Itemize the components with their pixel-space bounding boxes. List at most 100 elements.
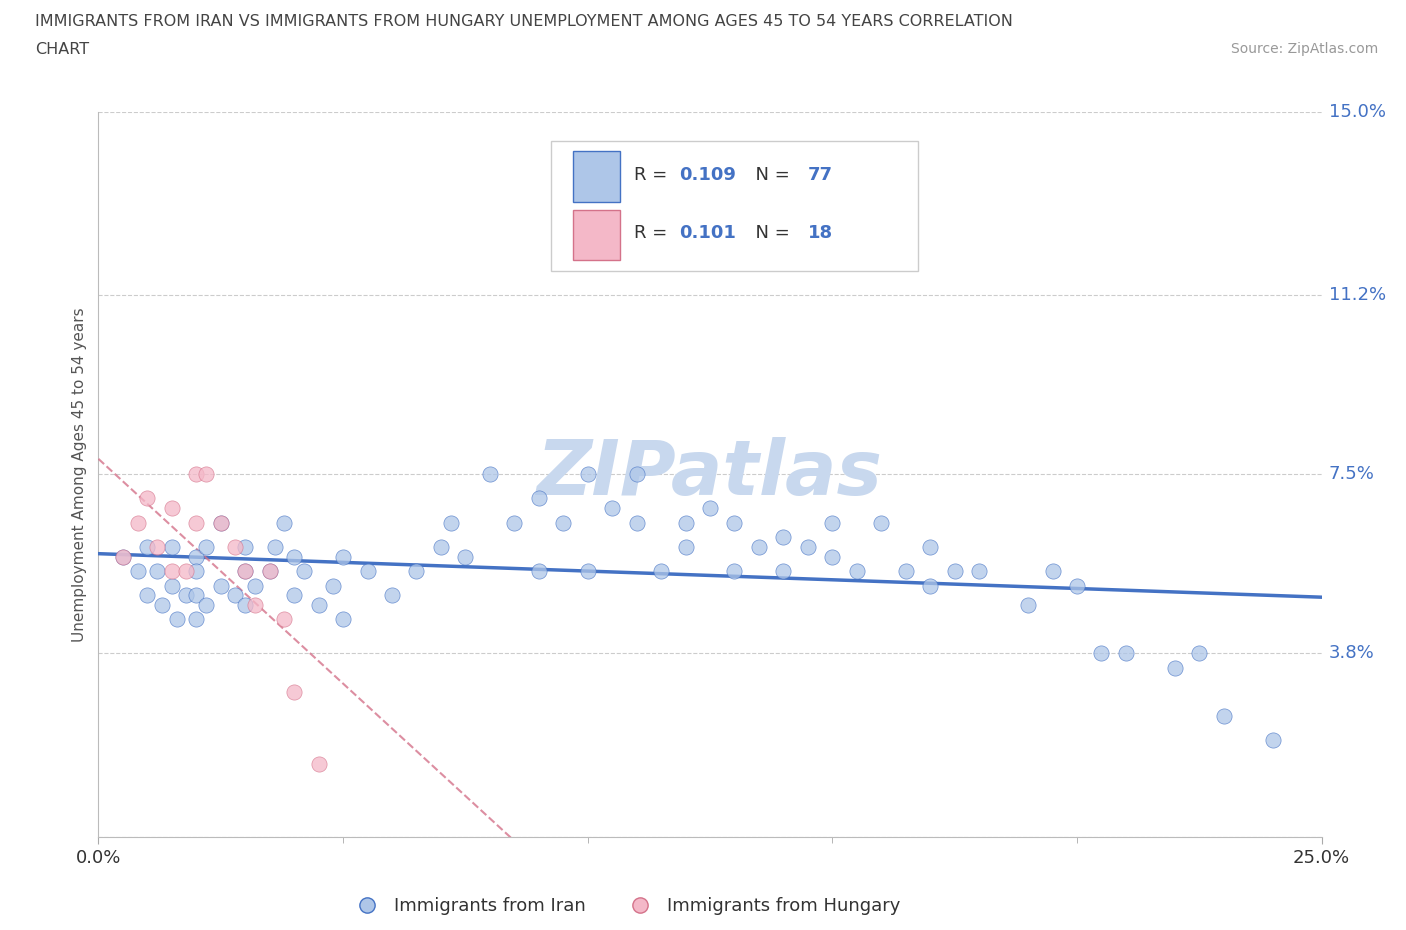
Point	[176, 564, 198, 578]
Point	[111, 549, 134, 564]
Point	[209, 515, 232, 530]
Point	[920, 539, 942, 554]
Point	[626, 515, 648, 530]
Point	[1212, 709, 1234, 724]
FancyBboxPatch shape	[574, 152, 620, 203]
Text: N =: N =	[744, 224, 796, 242]
Point	[160, 564, 183, 578]
Point	[233, 597, 256, 612]
Point	[478, 467, 501, 482]
Point	[748, 539, 770, 554]
Point	[870, 515, 893, 530]
Point	[322, 578, 344, 593]
Point	[576, 564, 599, 578]
Text: 77: 77	[808, 166, 832, 184]
Point	[943, 564, 966, 578]
Point	[259, 564, 281, 578]
Point	[440, 515, 463, 530]
Point	[527, 564, 550, 578]
Point	[186, 467, 208, 482]
Text: 18: 18	[808, 224, 832, 242]
Point	[308, 597, 330, 612]
Point	[186, 612, 208, 627]
Point	[772, 564, 794, 578]
Point	[186, 549, 208, 564]
Point	[332, 612, 354, 627]
Point	[1017, 597, 1039, 612]
Point	[527, 491, 550, 506]
Point	[1115, 645, 1137, 660]
Point	[675, 515, 697, 530]
Point	[1090, 645, 1112, 660]
Point	[356, 564, 378, 578]
FancyBboxPatch shape	[574, 209, 620, 260]
Point	[224, 588, 246, 603]
Point	[772, 530, 794, 545]
Point	[195, 597, 218, 612]
Point	[186, 588, 208, 603]
Point	[209, 578, 232, 593]
Y-axis label: Unemployment Among Ages 45 to 54 years: Unemployment Among Ages 45 to 54 years	[72, 307, 87, 642]
Point	[405, 564, 427, 578]
Point	[136, 491, 159, 506]
Point	[1188, 645, 1211, 660]
Point	[259, 564, 281, 578]
FancyBboxPatch shape	[551, 140, 918, 272]
Point	[273, 612, 295, 627]
Point	[176, 588, 198, 603]
Point	[503, 515, 526, 530]
Point	[967, 564, 990, 578]
Text: 15.0%: 15.0%	[1329, 102, 1386, 121]
Point	[243, 578, 266, 593]
Point	[600, 500, 623, 515]
Text: IMMIGRANTS FROM IRAN VS IMMIGRANTS FROM HUNGARY UNEMPLOYMENT AMONG AGES 45 TO 54: IMMIGRANTS FROM IRAN VS IMMIGRANTS FROM …	[35, 14, 1014, 29]
Text: 0.109: 0.109	[679, 166, 737, 184]
Point	[160, 539, 183, 554]
Point	[797, 539, 820, 554]
Text: 0.101: 0.101	[679, 224, 737, 242]
Point	[1261, 733, 1284, 748]
Point	[308, 757, 330, 772]
Text: Source: ZipAtlas.com: Source: ZipAtlas.com	[1230, 42, 1378, 56]
Point	[146, 564, 169, 578]
Text: 11.2%: 11.2%	[1329, 286, 1386, 304]
Point	[224, 539, 246, 554]
Point	[209, 515, 232, 530]
Point	[332, 549, 354, 564]
Point	[675, 539, 697, 554]
Point	[195, 467, 218, 482]
Point	[920, 578, 942, 593]
Point	[723, 515, 745, 530]
Point	[283, 684, 305, 699]
Point	[1164, 660, 1187, 675]
Text: 7.5%: 7.5%	[1329, 465, 1375, 484]
Point	[699, 500, 721, 515]
Point	[233, 564, 256, 578]
Text: R =: R =	[634, 166, 673, 184]
Point	[283, 588, 305, 603]
Point	[1066, 578, 1088, 593]
Point	[845, 564, 868, 578]
Point	[166, 612, 188, 627]
Point	[292, 564, 315, 578]
Point	[553, 515, 575, 530]
Point	[243, 597, 266, 612]
Point	[650, 564, 672, 578]
Point	[195, 539, 218, 554]
Point	[1042, 564, 1064, 578]
Point	[626, 467, 648, 482]
Point	[136, 588, 159, 603]
Point	[894, 564, 917, 578]
Text: 3.8%: 3.8%	[1329, 644, 1375, 662]
Point	[283, 549, 305, 564]
Point	[576, 467, 599, 482]
Point	[136, 539, 159, 554]
Point	[186, 564, 208, 578]
Point	[821, 515, 844, 530]
Legend: Immigrants from Iran, Immigrants from Hungary: Immigrants from Iran, Immigrants from Hu…	[342, 890, 907, 923]
Text: CHART: CHART	[35, 42, 89, 57]
Point	[233, 564, 256, 578]
Point	[273, 515, 295, 530]
Point	[127, 515, 149, 530]
Text: R =: R =	[634, 224, 673, 242]
